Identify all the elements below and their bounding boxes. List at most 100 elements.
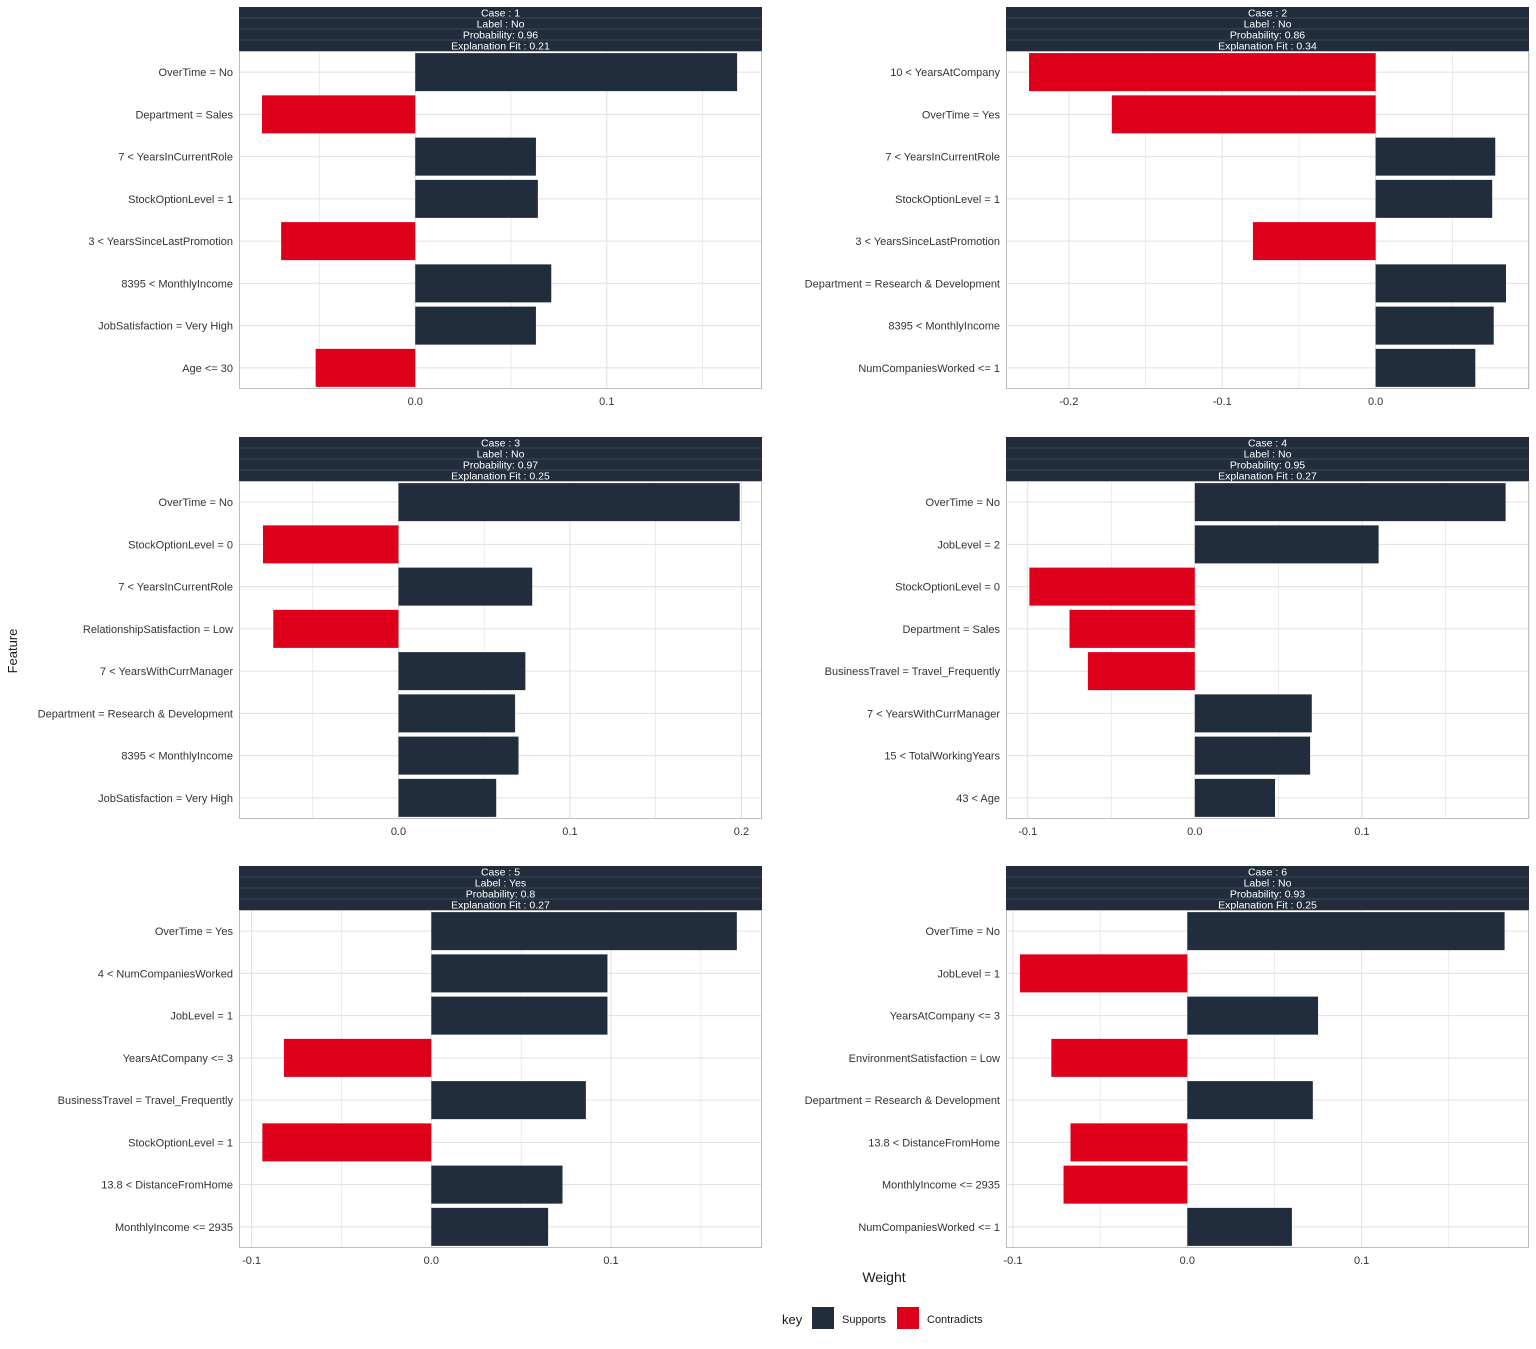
bar [262, 1123, 432, 1162]
strip-label: Case : 5 [481, 867, 520, 879]
bar [431, 996, 608, 1035]
strip-label: Case : 3 [481, 438, 520, 450]
bar [1029, 53, 1376, 92]
bar [1375, 264, 1506, 303]
y-tick-label: JobLevel = 1 [937, 968, 1000, 980]
y-tick-label: JobLevel = 1 [170, 1011, 233, 1023]
y-tick-label: OverTime = No [926, 926, 1000, 938]
y-tick-label: StockOptionLevel = 1 [895, 194, 1000, 206]
legend-key-supports [812, 1307, 834, 1329]
x-tick-label: 0.2 [734, 826, 749, 838]
y-tick-label: Department = Research & Development [805, 278, 1000, 290]
y-tick-label: RelationshipSatisfaction = Low [83, 624, 233, 636]
strip-label: Label : No [1244, 878, 1292, 890]
strip-label: Explanation Fit : 0.27 [451, 900, 550, 912]
y-tick-label: OverTime = Yes [922, 109, 1001, 121]
y-tick-label: 13.8 < DistanceFromHome [868, 1137, 1000, 1149]
bar [281, 222, 416, 261]
x-tick-label: -0.2 [1059, 396, 1078, 408]
y-tick-label: JobSatisfaction = Very High [98, 793, 233, 805]
bar [1375, 306, 1494, 345]
y-tick-label: YearsAtCompany <= 3 [123, 1053, 233, 1065]
bar [1375, 348, 1476, 387]
x-tick-label: 0.0 [408, 396, 423, 408]
y-tick-label: 10 < YearsAtCompany [890, 67, 1000, 79]
y-tick-label: JobSatisfaction = Very High [98, 321, 233, 333]
y-tick-label: YearsAtCompany <= 3 [890, 1011, 1000, 1023]
bar [431, 1207, 549, 1246]
bar [1063, 1165, 1188, 1204]
bar [1375, 137, 1496, 176]
panel-border [1006, 910, 1529, 1248]
x-tick-label: 0.1 [599, 396, 614, 408]
x-tick-label: 0.1 [1354, 826, 1369, 838]
y-tick-label: 3 < YearsSinceLastPromotion [88, 236, 233, 248]
x-tick-label: -0.1 [1213, 396, 1232, 408]
bar [415, 264, 552, 303]
y-axis-title: Feature [5, 629, 20, 674]
bar [398, 567, 533, 606]
strip-label: Probability: 0.93 [1230, 889, 1305, 901]
y-tick-label: 15 < TotalWorkingYears [884, 751, 1000, 763]
strip-label: Explanation Fit : 0.34 [1218, 41, 1317, 53]
bar [415, 306, 536, 345]
bar [431, 954, 608, 993]
y-tick-label: OverTime = No [926, 497, 1000, 509]
bar [283, 1038, 432, 1077]
bar [1194, 694, 1312, 733]
panel-border [1006, 481, 1529, 819]
strip-label: Case : 1 [481, 8, 520, 20]
bar [1375, 179, 1493, 218]
bar [1029, 567, 1195, 606]
x-tick-label: 0.1 [1354, 1255, 1369, 1267]
bar [398, 652, 526, 691]
x-tick-label: 0.0 [1187, 826, 1202, 838]
bar [315, 348, 416, 387]
bar [398, 778, 497, 817]
panel-border [1006, 51, 1529, 389]
strip-label: Probability: 0.95 [1230, 460, 1305, 472]
y-tick-label: StockOptionLevel = 1 [128, 194, 233, 206]
bar [1187, 1081, 1313, 1120]
bar [1070, 1123, 1188, 1162]
y-tick-label: JobLevel = 2 [937, 539, 1000, 551]
bar [1187, 1207, 1292, 1246]
y-tick-label: StockOptionLevel = 1 [128, 1137, 233, 1149]
x-tick-label: 0.1 [603, 1255, 618, 1267]
y-tick-label: OverTime = No [159, 67, 233, 79]
x-tick-label: 0.0 [1180, 1255, 1195, 1267]
y-tick-label: BusinessTravel = Travel_Frequently [825, 666, 1001, 678]
bar [398, 483, 740, 522]
y-tick-label: NumCompaniesWorked <= 1 [858, 363, 1000, 375]
bar [1187, 912, 1505, 951]
bar [261, 95, 416, 134]
bar [415, 53, 738, 92]
x-tick-label: -0.1 [1018, 826, 1037, 838]
x-tick-label: 0.1 [562, 826, 577, 838]
y-tick-label: StockOptionLevel = 0 [895, 582, 1000, 594]
bar [1194, 525, 1379, 564]
bar [273, 609, 399, 648]
legend-title: key [782, 1312, 803, 1327]
panel-border [239, 51, 762, 389]
x-axis-title: Weight [862, 1269, 905, 1285]
strip-label: Probability: 0.8 [466, 889, 536, 901]
y-tick-label: OverTime = Yes [155, 926, 234, 938]
y-tick-label: 4 < NumCompaniesWorked [98, 968, 233, 980]
strip-label: Label : No [477, 19, 525, 31]
y-tick-label: NumCompaniesWorked <= 1 [858, 1222, 1000, 1234]
bar [431, 912, 737, 951]
bar [1252, 222, 1376, 261]
y-tick-label: 7 < YearsWithCurrManager [867, 708, 1000, 720]
y-tick-label: 3 < YearsSinceLastPromotion [855, 236, 1000, 248]
strip-label: Case : 6 [1248, 867, 1287, 879]
y-tick-label: Department = Sales [902, 624, 1000, 636]
y-tick-label: 7 < YearsInCurrentRole [885, 152, 1000, 164]
bar [431, 1081, 586, 1120]
